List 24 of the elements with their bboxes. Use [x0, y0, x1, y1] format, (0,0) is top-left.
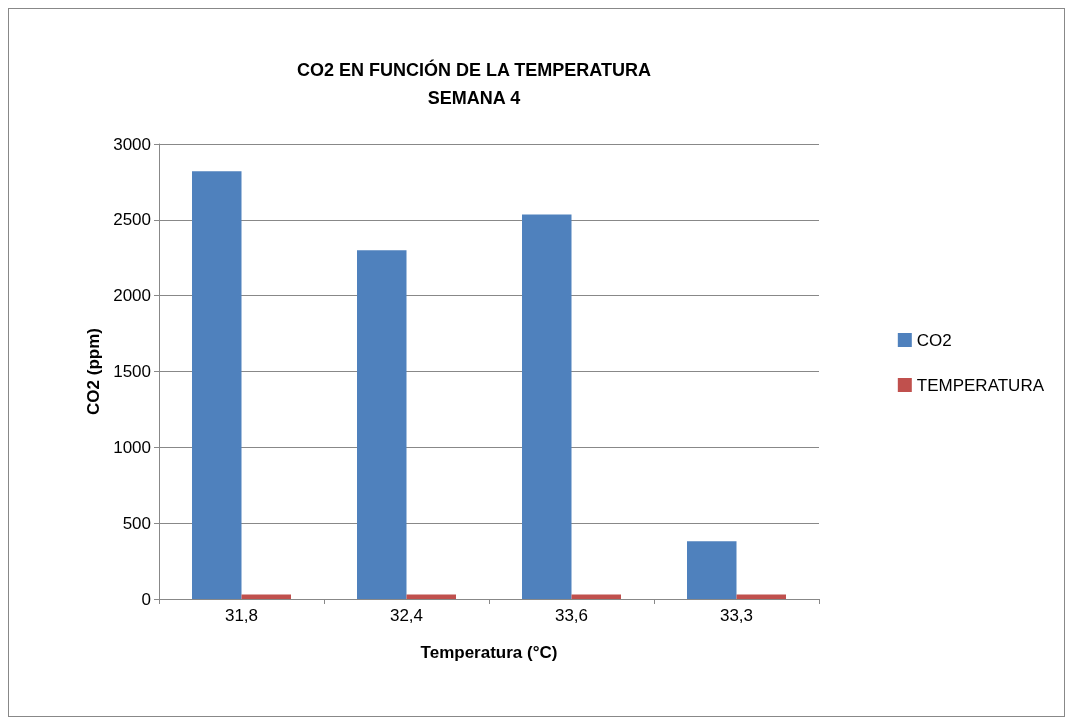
bar: [687, 541, 737, 599]
y-tick-label: 1500: [113, 362, 151, 381]
bar: [192, 171, 242, 599]
bar: [406, 594, 456, 599]
bar: [241, 594, 291, 599]
y-tick-label: 1000: [113, 437, 151, 457]
bar: [736, 594, 786, 599]
y-tick-label: 500: [122, 513, 151, 533]
x-tick-label: 32,4: [389, 606, 424, 625]
y-tick-label: 0: [141, 589, 151, 609]
legend-label: CO2: [916, 330, 952, 350]
bar: [522, 214, 572, 599]
bar: [357, 250, 407, 599]
x-tick-label: 33,3: [719, 606, 754, 625]
bar: [571, 594, 621, 599]
x-tick-label: 31,8: [224, 606, 259, 625]
x-axis-title: Temperatura (°C): [420, 643, 558, 662]
legend-label: TEMPERATURA: [916, 375, 1045, 395]
y-tick-label: 2500: [113, 210, 151, 230]
x-tick-label: 33,6: [554, 606, 589, 625]
y-tick-label: 2000: [113, 286, 151, 306]
y-axis-title: CO2 (ppm): [84, 328, 104, 415]
chart-title: CO2 EN FUNCIÓN DE LA TEMPERATURA SEMANA 4: [296, 59, 652, 108]
y-tick-label: 3000: [113, 134, 151, 154]
